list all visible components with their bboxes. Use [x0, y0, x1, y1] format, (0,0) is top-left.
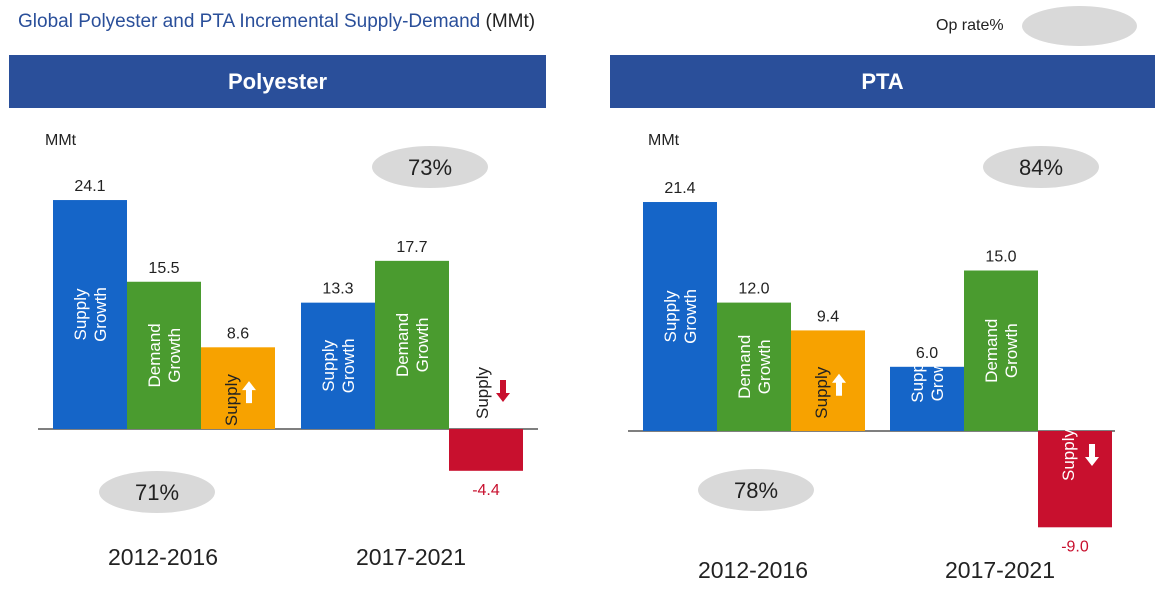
polyester-value-label-0-2: 8.6 — [227, 325, 249, 342]
pta-op-rate-0: 78% — [698, 469, 814, 511]
polyester-op-rate-1-shape — [372, 146, 488, 188]
pta-bar-label-1-1: DemandGrowth — [982, 319, 1021, 383]
polyester-bar-label-0-0-text: SupplyGrowth — [71, 287, 110, 342]
pta-bar-label-1-0-text: SupplGrow — [908, 359, 947, 402]
title-main: Global Polyester and PTA Incremental Sup… — [18, 11, 481, 32]
pta-bar-label-1-2-text: Supply — [1059, 429, 1078, 481]
polyester-bar-label-0-0: SupplyGrowth — [71, 287, 110, 342]
panel-title-pta: PTA — [861, 68, 904, 94]
polyester-bar-1-1 — [375, 260, 449, 429]
polyester-bar-label-0-1: DemandGrowth — [145, 323, 184, 387]
pta-op-rate-0-label: 78% — [734, 478, 778, 503]
polyester-bar-0-1 — [127, 281, 201, 429]
panel-header-pta: PTA — [610, 55, 1155, 108]
pta-value-label-0-0: 21.4 — [664, 180, 695, 197]
polyester-bar-1-0 — [301, 302, 375, 429]
title-unit: (MMt) — [485, 11, 536, 32]
pta-bar-label-1-0: SupplGrow — [908, 359, 947, 402]
pta-value-label-1-2: -9.0 — [1061, 538, 1089, 555]
pta-category-label-1: 2017-2021 — [945, 557, 1055, 583]
polyester-bar-1-2 — [449, 429, 523, 471]
pta-bar-label-1-2: Supply — [1059, 429, 1078, 481]
op-rate-legend: Op rate% — [936, 6, 1146, 46]
polyester-y-unit-label: MMt — [45, 132, 77, 149]
pta-bar-1-0 — [890, 366, 964, 431]
pta-op-rate-1-label: 84% — [1019, 155, 1063, 180]
pta-bar-label-0-2: Supply — [812, 366, 831, 418]
polyester-bar-label-1-0: SupplyGrowth — [319, 338, 358, 393]
pta-bar-label-0-0-text: SupplyGrowth — [661, 289, 700, 344]
polyester-bar-label-1-2-text: Supply — [473, 367, 492, 419]
pta-bar-0-1 — [717, 302, 791, 431]
pta-value-label-0-1: 12.0 — [738, 281, 769, 298]
polyester-bar-label-0-2: Supply — [222, 374, 241, 426]
pta-y-unit-label: MMt — [648, 132, 680, 149]
pta-bar-label-1-1-text: DemandGrowth — [982, 319, 1021, 383]
polyester-bar-label-0-1-text: DemandGrowth — [145, 323, 184, 387]
polyester-down-arrow-icon-1 — [496, 380, 510, 402]
polyester-op-rate-0: 71% — [99, 471, 215, 513]
pta-value-label-1-0: 6.0 — [916, 345, 938, 362]
pta-value-label-1-1: 15.0 — [985, 249, 1016, 266]
polyester-bar-label-1-1: DemandGrowth — [393, 313, 432, 377]
polyester-op-rate-1-label: 73% — [408, 155, 452, 180]
panel-title-polyester: Polyester — [227, 68, 328, 94]
legend-swatch — [1022, 6, 1137, 46]
pta-bar-label-0-1: DemandGrowth — [735, 335, 774, 399]
pta-bar-label-0-1-text: DemandGrowth — [735, 335, 774, 399]
pta-up-arrow-icon-0 — [832, 373, 846, 396]
polyester-category-label-0: 2012-2016 — [108, 544, 218, 570]
polyester-value-label-1-2: -4.4 — [472, 482, 500, 499]
polyester-value-label-0-0: 24.1 — [74, 178, 105, 195]
pta-category-label-0: 2012-2016 — [698, 557, 808, 583]
chart-title: Global Polyester and PTA Incremental Sup… — [18, 10, 535, 34]
polyester-op-rate-0-label: 71% — [135, 480, 179, 505]
polyester-bar-label-1-0-text: SupplyGrowth — [319, 338, 358, 393]
polyester-bar-label-0-2-text: Supply — [222, 374, 241, 426]
pta-op-rate-1: 84% — [983, 146, 1099, 188]
pta-bar-label-0-2-text: Supply — [812, 366, 831, 418]
polyester-bar-0-0 — [53, 200, 127, 429]
polyester-up-arrow-icon-0 — [242, 381, 256, 404]
polyester-category-label-1: 2017-2021 — [356, 544, 466, 570]
polyester-op-rate-0-shape — [99, 471, 215, 513]
polyester-value-label-1-1: 17.7 — [396, 239, 427, 256]
polyester-value-label-0-1: 15.5 — [148, 260, 179, 277]
polyester-op-rate-1: 73% — [372, 146, 488, 188]
polyester-bar-label-1-1-text: DemandGrowth — [393, 313, 432, 377]
legend-label: Op rate% — [936, 17, 1004, 34]
pta-bar-1-1 — [964, 270, 1038, 431]
pta-bar-0-2 — [791, 330, 865, 431]
polyester-value-label-1-0: 13.3 — [322, 281, 353, 298]
pta-value-label-0-2: 9.4 — [817, 308, 839, 325]
pta-bar-0-0 — [643, 202, 717, 431]
polyester-bar-0-2 — [201, 347, 275, 429]
pta-bar-1-2 — [1038, 431, 1112, 528]
pta-down-arrow-icon-1 — [1085, 444, 1099, 466]
pta-bar-label-0-0: SupplyGrowth — [661, 289, 700, 344]
pta-op-rate-0-shape — [698, 469, 814, 511]
pta-op-rate-1-shape — [983, 146, 1099, 188]
panel-header-polyester: Polyester — [9, 55, 546, 108]
polyester-bar-label-1-2: Supply — [473, 367, 492, 419]
